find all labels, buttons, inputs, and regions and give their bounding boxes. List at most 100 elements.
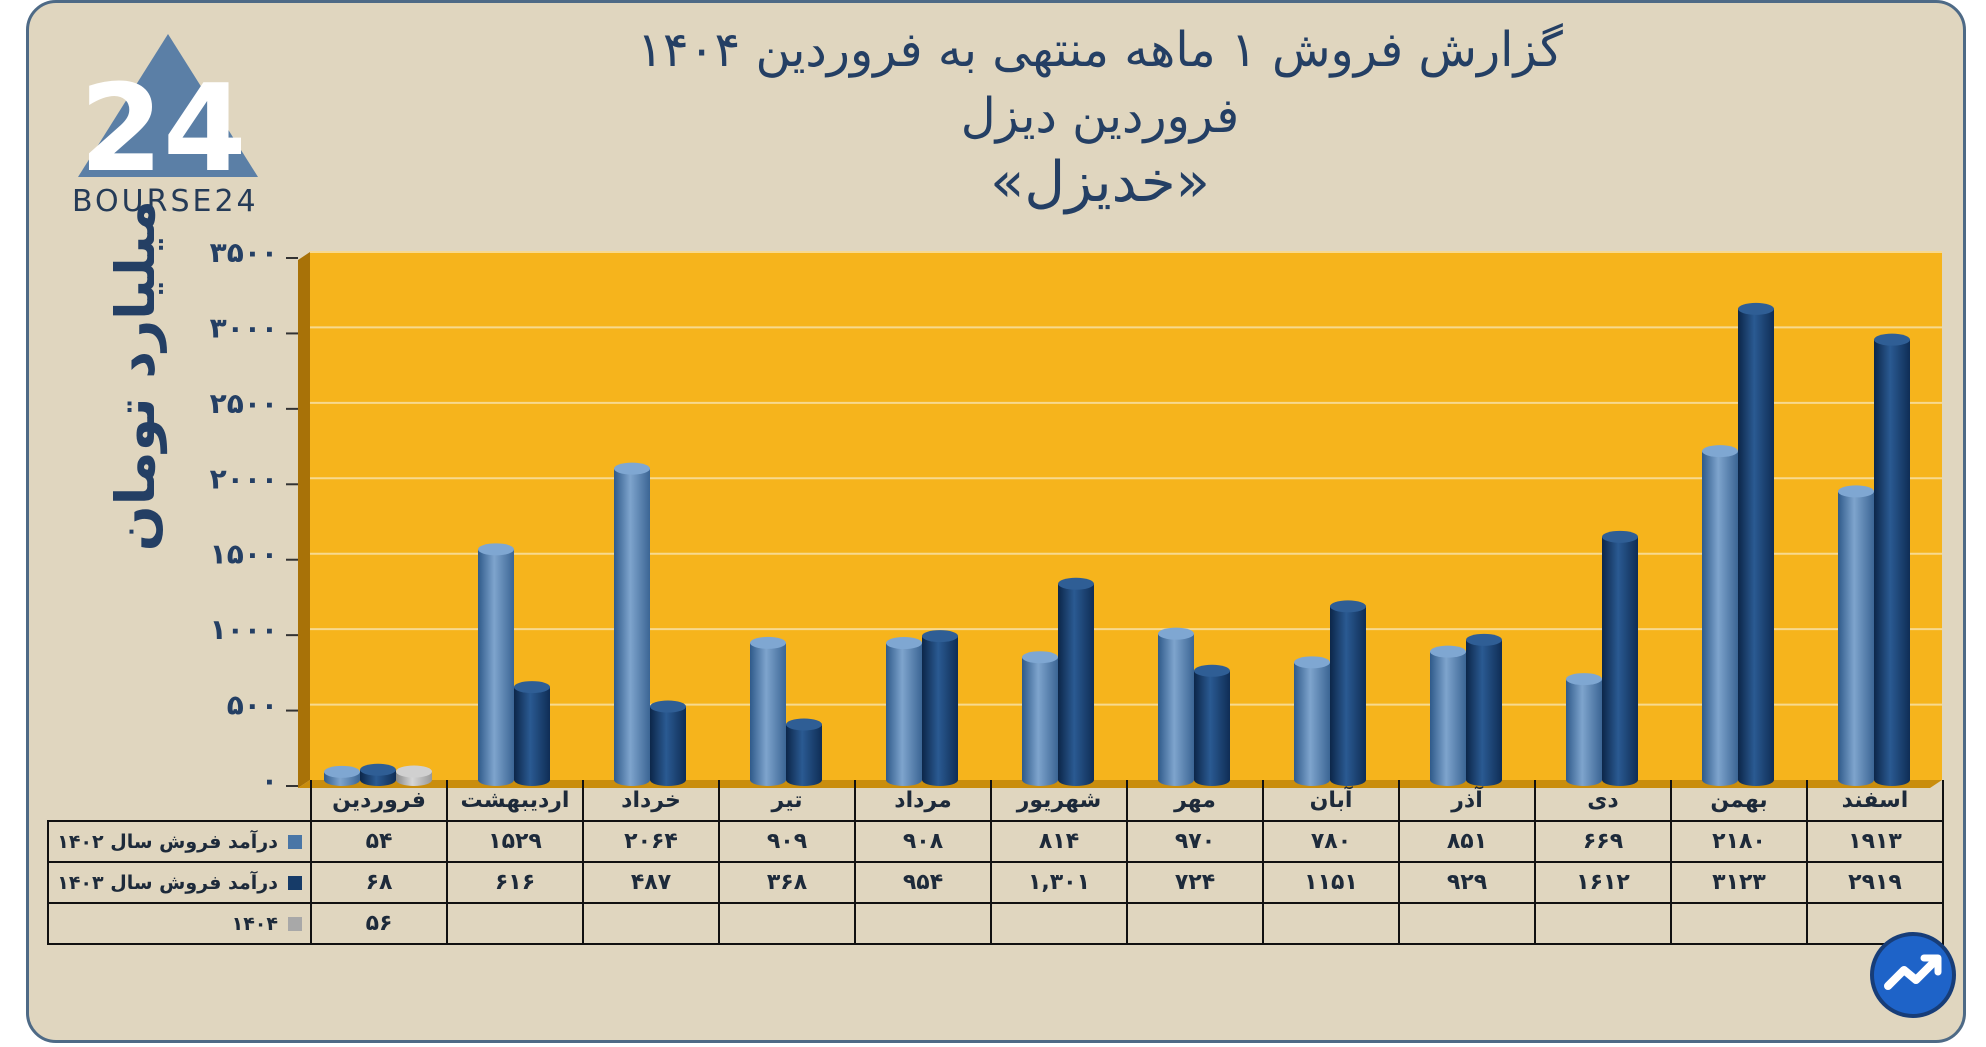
bar-top: [1738, 302, 1774, 315]
bar-1403: [1058, 583, 1094, 780]
bar-top: [1158, 627, 1194, 640]
data-label: [446, 902, 584, 945]
bar-1402: [750, 642, 786, 780]
data-label: ۷۸۰: [1262, 820, 1400, 863]
data-label: ۹۲۹: [1398, 861, 1536, 904]
bar-1402: [614, 468, 650, 780]
x-tick-label: اسفند: [1806, 780, 1944, 822]
chart-subtitle: فروردین دیزل: [960, 88, 1240, 144]
data-label: ۸۵۱: [1398, 820, 1536, 863]
bar-top: [1330, 600, 1366, 613]
data-label: [1534, 902, 1672, 945]
logo-text: BOURSE24: [72, 184, 259, 219]
table-row: ۱۴۰۴ ۵۶: [47, 902, 1944, 945]
data-table: فروردین اردیبهشت خرداد تیر مرداد شهریور مهر آبا…: [47, 780, 1944, 945]
data-label: [1126, 902, 1264, 945]
bar-1403: [922, 636, 958, 780]
chart-title: گزارش فروش ۱ ماهه منتهی به فروردین ۱۴۰۴: [637, 22, 1563, 78]
x-tick-label: آبان: [1262, 780, 1400, 822]
data-label: ۶۱۶: [446, 861, 584, 904]
bar-top: [514, 681, 550, 694]
data-label: ۹۵۴: [854, 861, 992, 904]
logo-mark: 24: [80, 60, 247, 199]
trend-badge: [1870, 932, 1956, 1018]
x-tick-label: خرداد: [582, 780, 720, 822]
legend-swatch: [288, 876, 302, 890]
x-tick-label: اردیبهشت: [446, 780, 584, 822]
x-tick-label: بهمن: [1670, 780, 1808, 822]
data-label: ۷۲۴: [1126, 861, 1264, 904]
data-label: [990, 902, 1128, 945]
bar-top: [1602, 530, 1638, 543]
bar-top: [614, 462, 650, 475]
bar-top: [650, 700, 686, 713]
y-tick-label: ۱۵۰۰: [210, 538, 278, 571]
bar-top: [1566, 673, 1602, 686]
y-tick-label: ۵۰۰: [227, 689, 278, 722]
data-label: [854, 902, 992, 945]
y-tick-label: ۰: [261, 764, 278, 790]
data-label: [582, 902, 720, 945]
bar-top: [1874, 333, 1910, 346]
data-label: ۸۱۴: [990, 820, 1128, 863]
bar-top: [750, 636, 786, 649]
data-label: ۵۶: [310, 902, 448, 945]
bar-top: [1430, 645, 1466, 658]
x-tick-label: دی: [1534, 780, 1672, 822]
legend-swatch: [288, 917, 302, 931]
y-tick-label: ۲۰۰۰: [210, 462, 278, 495]
bar-1402: [478, 549, 514, 780]
bar-top: [360, 763, 396, 776]
bar-top: [1022, 651, 1058, 664]
x-tick-label: آذر: [1398, 780, 1536, 822]
legend-entry: ۱۴۰۴: [47, 902, 312, 945]
data-label: ۳۶۸: [718, 861, 856, 904]
bar-1403: [1330, 606, 1366, 780]
legend-label: درآمد فروش سال ۱۴۰۳: [57, 871, 278, 894]
bar-1402: [1022, 657, 1058, 780]
x-tick-label: شهریور: [990, 780, 1128, 822]
bar-top: [786, 718, 822, 731]
bar-top: [396, 765, 432, 778]
bar-1402: [1430, 651, 1466, 780]
bar-top: [1702, 445, 1738, 458]
bar-1402: [1566, 679, 1602, 780]
data-label: ۴۸۷: [582, 861, 720, 904]
y-tick-label: ۲۵۰۰: [210, 387, 278, 420]
plot-area: [310, 252, 1942, 780]
legend-swatch: [288, 835, 302, 849]
legend-entry: درآمد فروش سال ۱۴۰۲: [47, 820, 312, 863]
legend-label: ۱۴۰۴: [231, 912, 278, 935]
bar-1403: [514, 687, 550, 780]
data-label: [1670, 902, 1808, 945]
bar-1402: [1294, 662, 1330, 780]
data-label: ۶۸: [310, 861, 448, 904]
x-tick-label: مهر: [1126, 780, 1264, 822]
bar-1403: [1738, 308, 1774, 780]
data-label: ۱۹۱۳: [1806, 820, 1944, 863]
bar-1403: [1602, 536, 1638, 780]
data-label: [1398, 902, 1536, 945]
bar-top: [922, 630, 958, 643]
bourse24-logo: 24: [78, 34, 258, 199]
bar-1403: [650, 706, 686, 780]
chart-trend-icon: [1884, 954, 1942, 990]
bar-1403: [786, 724, 822, 780]
bar-top: [478, 543, 514, 556]
bar-1403: [1874, 339, 1910, 780]
bar-top: [1838, 485, 1874, 498]
data-label: ۲۹۱۹: [1806, 861, 1944, 904]
data-label: ۱۶۱۲: [1534, 861, 1672, 904]
plot-side-wall: [298, 252, 310, 788]
data-label: ۹۰۸: [854, 820, 992, 863]
legend-entry: درآمد فروش سال ۱۴۰۳: [47, 861, 312, 904]
bar-1403: [1194, 670, 1230, 780]
data-label: ۲۰۶۴: [582, 820, 720, 863]
y-tick-label: ۳۵۰۰: [210, 236, 278, 269]
y-tick-label: ۱۰۰۰: [210, 613, 278, 646]
data-label: ۹۷۰: [1126, 820, 1264, 863]
legend-label: درآمد فروش سال ۱۴۰۲: [57, 830, 278, 853]
bar-top: [886, 637, 922, 650]
data-label: ۲۱۸۰: [1670, 820, 1808, 863]
data-label: ۳۱۲۳: [1670, 861, 1808, 904]
